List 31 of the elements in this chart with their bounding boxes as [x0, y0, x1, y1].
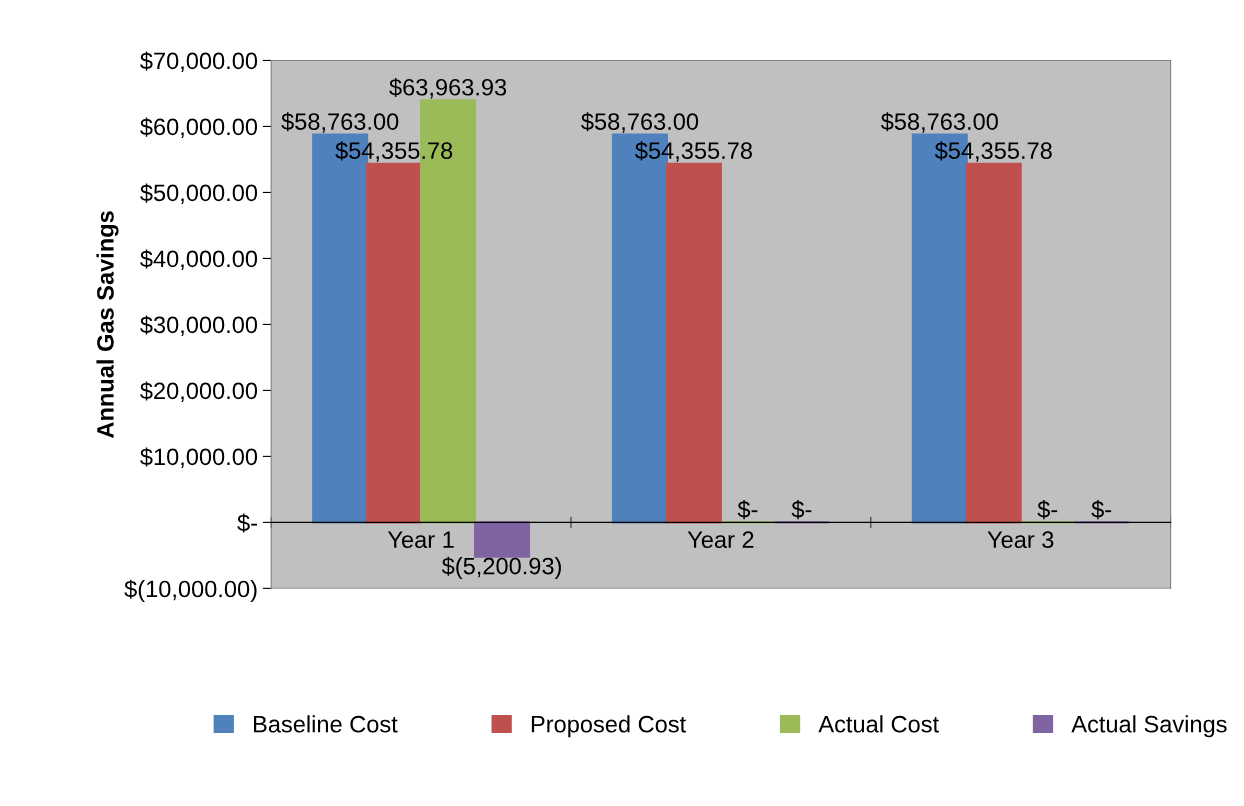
data-label: $- [737, 500, 758, 520]
y-tick-label: $- [237, 513, 257, 533]
bar [474, 521, 531, 558]
legend-label: Baseline Cost [254, 715, 398, 733]
data-label: $54,355.78 [335, 141, 453, 162]
y-tick-label: $40,000.00 [140, 249, 258, 270]
y-axis-title: Annual Gas Savings [96, 211, 119, 438]
legend-label: Proposed Cost [531, 715, 686, 738]
bar [665, 162, 722, 524]
data-label: $63,963.93 [389, 77, 507, 99]
data-label: $- [1037, 500, 1058, 520]
data-label: $58,763.00 [281, 112, 399, 133]
data-label: $- [791, 500, 812, 520]
x-tick-label: Year 2 [687, 531, 754, 549]
bar [965, 162, 1022, 524]
x-tick-label: Year 3 [987, 531, 1054, 549]
y-tick-label: $20,000.00 [140, 381, 258, 402]
bar [366, 162, 423, 524]
data-label: $58,763.00 [581, 112, 699, 133]
y-tick-label: $50,000.00 [140, 183, 258, 205]
y-tick-label: $(10,000.00) [124, 579, 257, 602]
y-tick-label: $10,000.00 [140, 447, 258, 468]
legend-label: Actual Cost [818, 715, 939, 733]
y-tick-label: $70,000.00 [140, 51, 258, 73]
x-tick-label: Year 1 [387, 531, 454, 549]
legend-label: Actual Savings [1071, 715, 1227, 738]
data-label: $(5,200.93) [441, 556, 561, 580]
data-label: $58,763.00 [880, 112, 998, 133]
data-label: $- [1091, 500, 1112, 520]
y-tick-label: $60,000.00 [140, 117, 258, 139]
y-tick-label: $30,000.00 [140, 315, 258, 336]
